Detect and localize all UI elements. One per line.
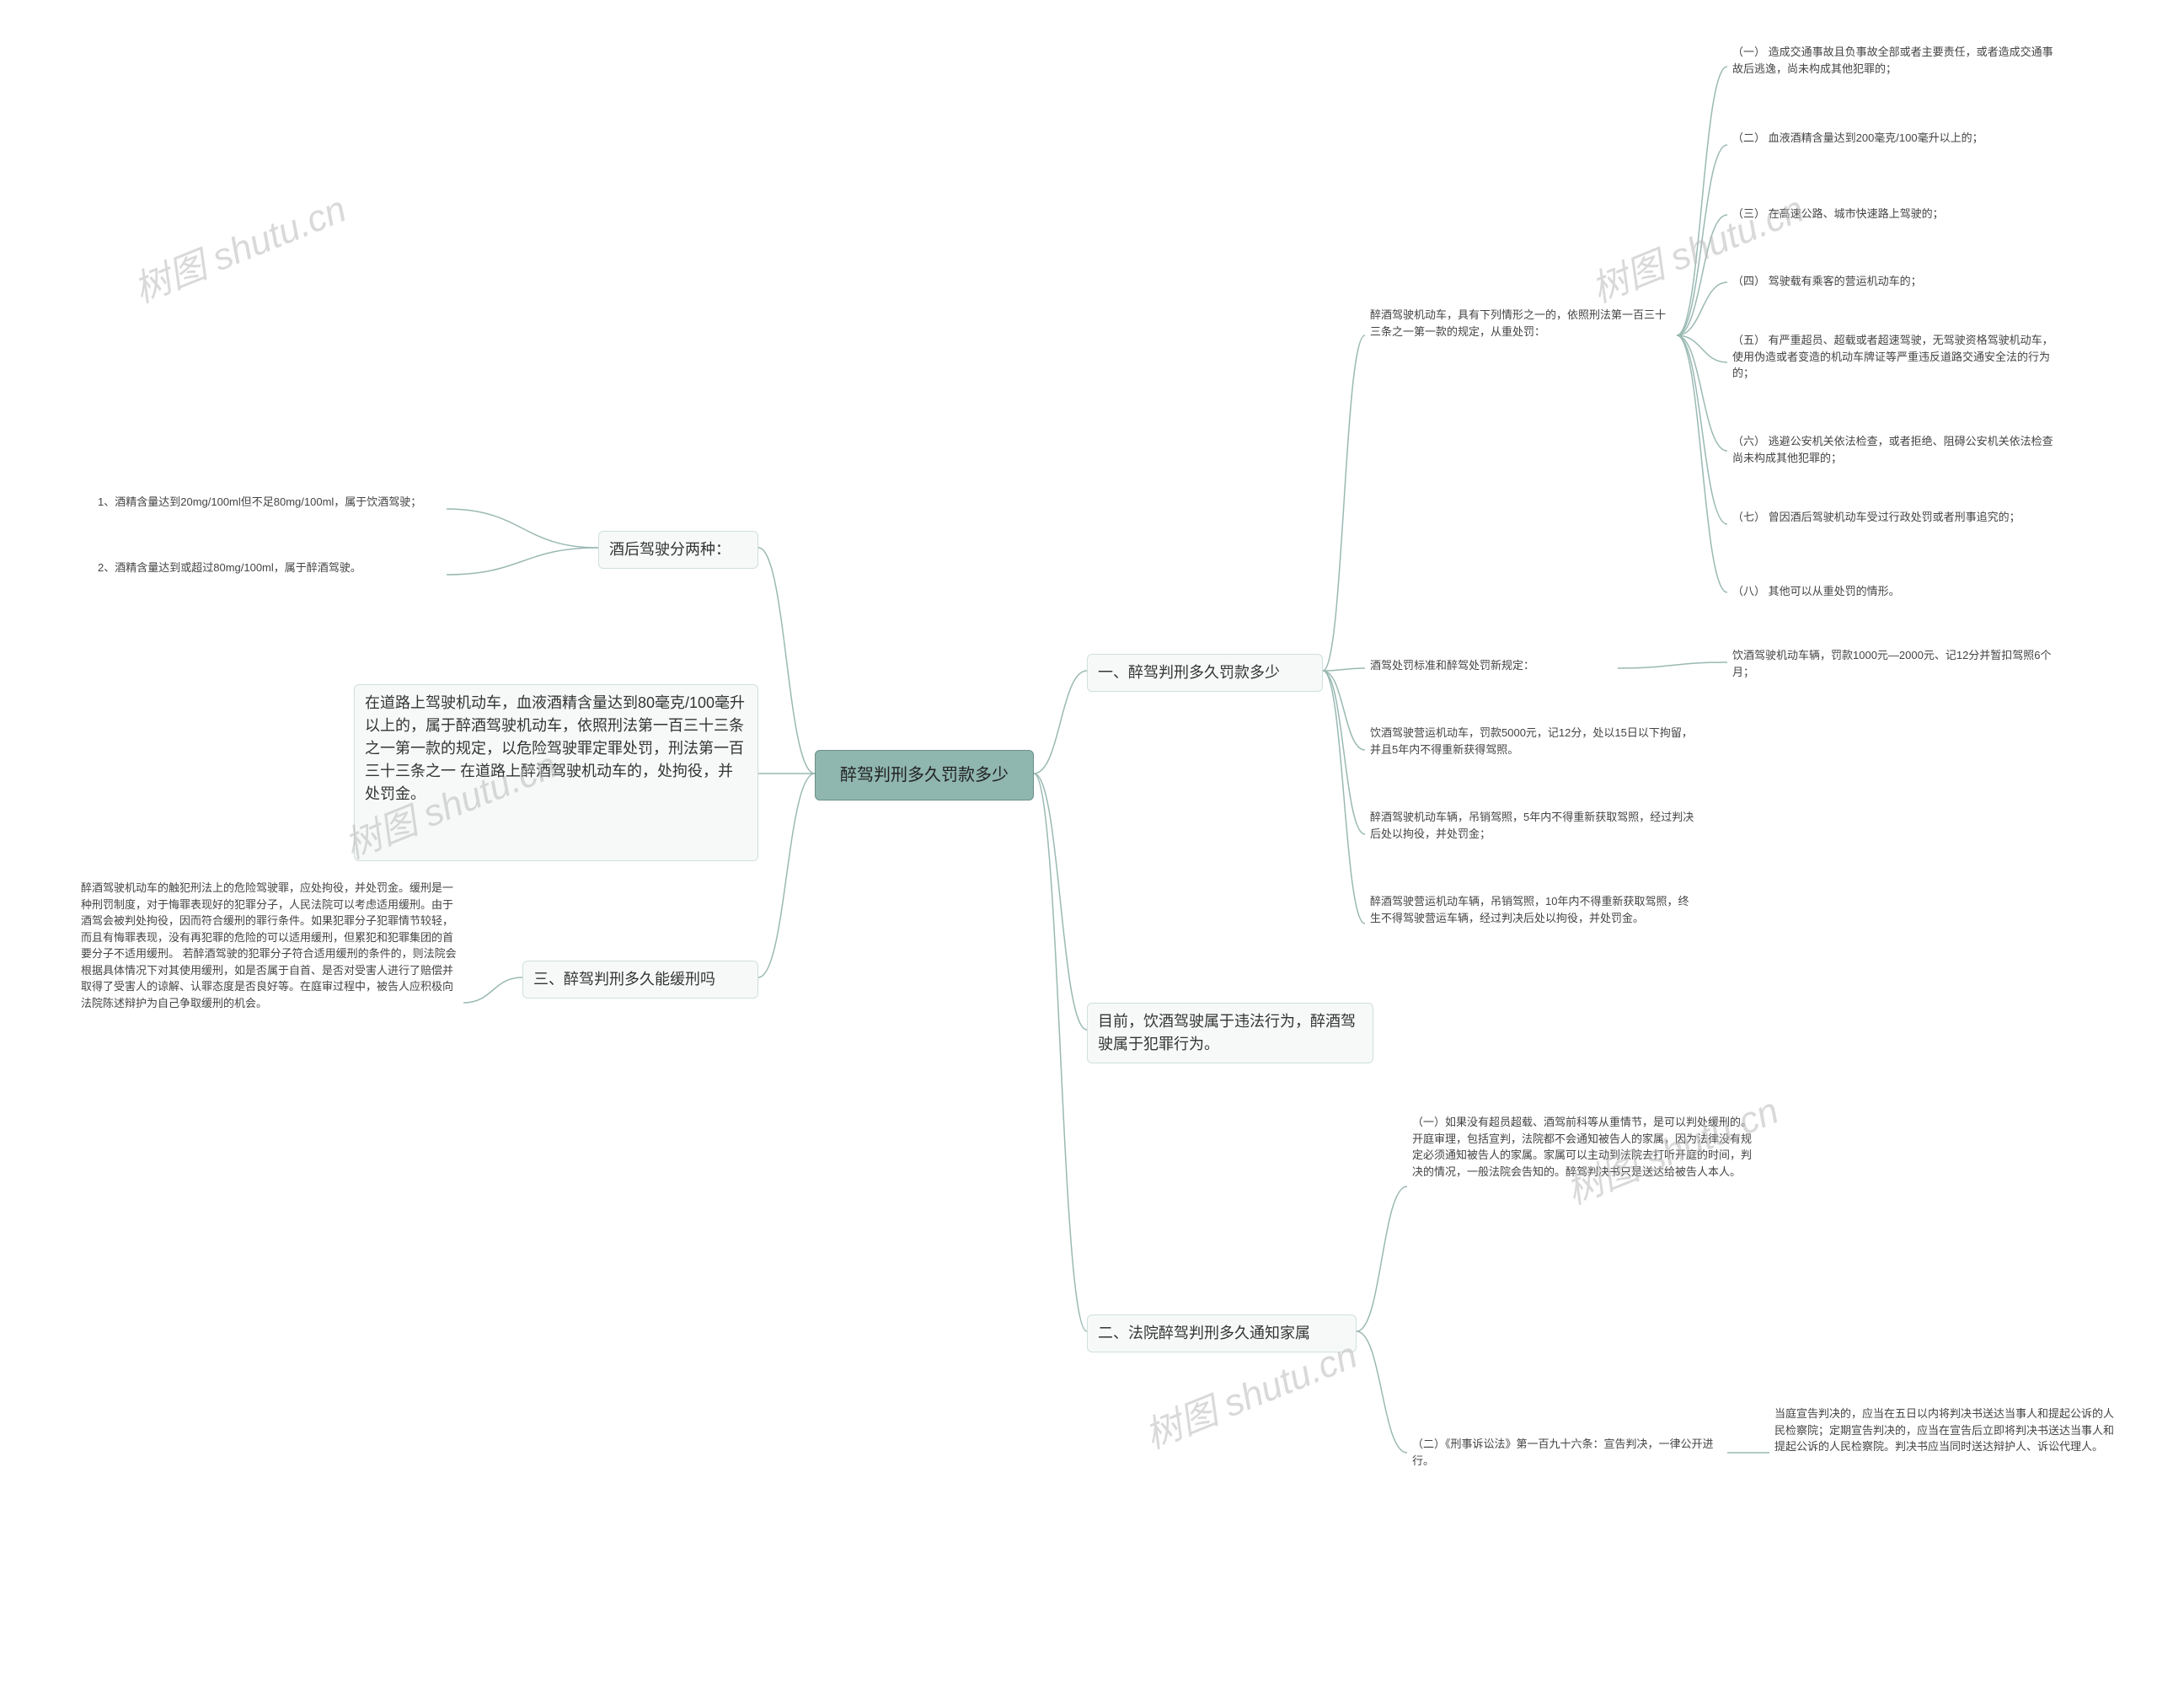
r1a4: （四） 驾驶载有乘客的营运机动车的； — [1727, 270, 2064, 295]
connector — [1357, 1331, 1407, 1453]
connector — [1357, 1186, 1407, 1331]
connector — [447, 548, 598, 575]
connector — [463, 977, 522, 1003]
mindmap-canvas: 醉驾判刑多久罚款多少 酒后驾驶分两种： 1、酒精含量达到20mg/100ml但不足… — [0, 0, 2157, 1708]
connector — [1034, 774, 1087, 1030]
r3b: （二）《刑事诉讼法》第一百九十六条：宣告判决，一律公开进行。 — [1407, 1432, 1727, 1473]
r3a: （一）如果没有超员超载、酒驾前科等从重情节，是可以判处缓刑的。开庭审理，包括宣判… — [1407, 1111, 1761, 1262]
connector — [1323, 671, 1365, 834]
r2: 目前，饮酒驾驶属于违法行为，醉酒驾驶属于犯罪行为。 — [1087, 1003, 1373, 1063]
connector — [1677, 335, 1727, 524]
r1: 一、醉驾判刑多久罚款多少 — [1087, 654, 1323, 692]
connector — [1677, 145, 1727, 335]
connector — [1618, 662, 1727, 668]
connector — [1034, 671, 1087, 774]
left1: 酒后驾驶分两种： — [598, 531, 758, 569]
r1b1: 饮酒驾驶机动车辆，罚款1000元—2000元、记12分并暂扣驾照6个月； — [1727, 644, 2064, 683]
connector — [1323, 668, 1365, 671]
r1b: 酒驾处罚标准和醉驾处罚新规定： — [1365, 654, 1618, 683]
r1a3: （三） 在高速公路、城市快速路上驾驶的； — [1727, 202, 2064, 228]
r1a5: （五） 有严重超员、超载或者超速驾驶，无驾驶资格驾驶机动车，使用伪造或者变造的机… — [1727, 329, 2064, 396]
connector — [1677, 215, 1727, 335]
connector — [1323, 335, 1365, 671]
r1a6: （六） 逃避公安机关依法检查，或者拒绝、阻碍公安机关依法检查尚未构成其他犯罪的； — [1727, 430, 2064, 472]
connector — [1677, 67, 1727, 335]
connector — [1677, 335, 1727, 592]
r3b1: 当庭宣告判决的，应当在五日以内将判决书送达当事人和提起公诉的人民检察院；定期宣告… — [1769, 1402, 2123, 1503]
connector — [1677, 335, 1727, 451]
connector — [447, 509, 598, 548]
left1b: 2、酒精含量达到或超过80mg/100ml，属于醉酒驾驶。 — [93, 556, 447, 593]
r1a: 醉酒驾驶机动车，具有下列情形之一的，依照刑法第一百三十三条之一第一款的规定，从重… — [1365, 303, 1677, 367]
watermark: 树图 shutu.cn — [125, 179, 353, 313]
connector — [758, 774, 815, 977]
r1c: 饮酒驾驶营运机动车，罚款5000元，记12分，处以15日以下拘留，并且5年内不得… — [1365, 721, 1702, 779]
connector — [1323, 671, 1365, 750]
connector — [1034, 774, 1087, 1331]
r1a7: （七） 曾因酒后驾驶机动车受过行政处罚或者刑事追究的； — [1727, 506, 2064, 543]
connector — [1677, 335, 1727, 362]
connector — [1677, 282, 1727, 335]
left2: 在道路上驾驶机动车，血液酒精含量达到80毫克/100毫升以上的，属于醉酒驾驶机动… — [354, 684, 758, 861]
connector — [758, 548, 815, 774]
r1a2: （二） 血液酒精含量达到200毫克/100毫升以上的； — [1727, 126, 2064, 163]
root-node: 醉驾判刑多久罚款多少 — [815, 750, 1034, 800]
r1e: 醉酒驾驶营运机动车辆，吊销驾照，10年内不得重新获取驾照，终生不得驾驶营运车辆，… — [1365, 890, 1702, 957]
left3: 三、醉驾判刑多久能缓刑吗 — [522, 961, 758, 999]
left1a: 1、酒精含量达到20mg/100ml但不足80mg/100ml，属于饮酒驾驶； — [93, 490, 447, 527]
connector — [1323, 671, 1365, 924]
r1a1: （一） 造成交通事故且负事故全部或者主要责任，或者造成交通事故后逃逸，尚未构成其… — [1727, 40, 2064, 93]
left3a: 醉酒驾驶机动车的触犯刑法上的危险驾驶罪，应处拘役，并处罚金。缓刑是一种刑罚制度，… — [76, 876, 463, 1129]
r1a8: （八） 其他可以从重处罚的情形。 — [1727, 580, 2064, 605]
r3: 二、法院醉驾判刑多久通知家属 — [1087, 1314, 1357, 1352]
r1d: 醉酒驾驶机动车辆，吊销驾照，5年内不得重新获取驾照，经过判决后处以拘役，并处罚金… — [1365, 806, 1702, 863]
